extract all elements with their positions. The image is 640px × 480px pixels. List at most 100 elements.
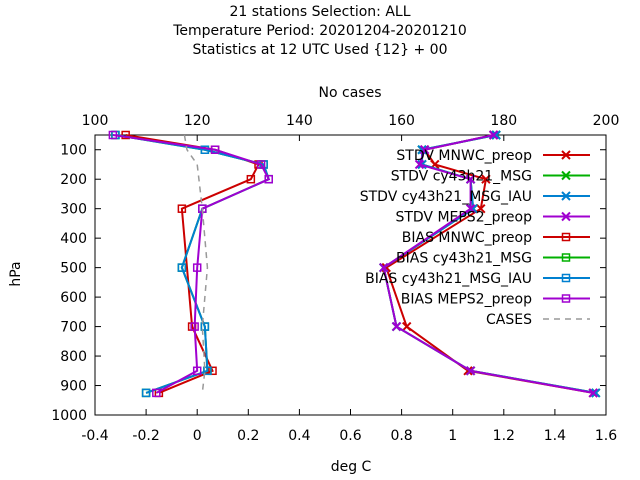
x-tick-label: 0 xyxy=(193,428,202,444)
data-point-cross xyxy=(588,388,598,398)
legend: STDV MNWC_preop STDV cy43h21_MSG STDV cy43… xyxy=(360,148,590,328)
series-bias-cy43h21-msg xyxy=(111,130,273,398)
data-point xyxy=(208,366,217,376)
data-point-cross xyxy=(465,203,476,214)
data-point xyxy=(246,174,256,184)
data-point xyxy=(465,174,476,184)
data-point xyxy=(465,203,476,214)
data-point xyxy=(488,130,499,140)
series-bias-mnwc-preop xyxy=(121,130,263,398)
data-point-cross xyxy=(402,321,412,332)
x-tick-label: 1.2 xyxy=(493,428,515,444)
data-point xyxy=(476,203,486,214)
x2-tick-label: 200 xyxy=(593,113,620,129)
title-line-3: Statistics at 12 UTC Used {12} + 00 xyxy=(192,42,447,58)
legend-label: STDV cy43h21_MSG_IAU xyxy=(360,189,532,205)
series-line xyxy=(125,134,260,394)
x2-axis-label: No cases xyxy=(319,85,382,101)
data-point xyxy=(210,145,220,154)
series-line xyxy=(115,134,270,394)
data-point xyxy=(465,366,476,376)
data-point-cross xyxy=(414,159,425,170)
y-tick-label: 200 xyxy=(60,172,87,188)
data-point-cross xyxy=(491,130,501,140)
x-tick-label: -0.2 xyxy=(132,428,159,444)
plot-area xyxy=(108,130,601,398)
data-point xyxy=(561,191,571,201)
data-point xyxy=(177,263,187,272)
data-point xyxy=(192,366,202,376)
x-tick-label: 1.6 xyxy=(595,428,617,444)
x-tick-label: 0.2 xyxy=(237,428,259,444)
data-point xyxy=(141,388,151,398)
data-point-cross xyxy=(561,150,571,160)
x-tick-label: 0.4 xyxy=(288,428,310,444)
y-tick-label: 900 xyxy=(60,379,87,395)
series-line xyxy=(183,134,209,393)
data-point-cross xyxy=(465,174,476,184)
data-point-cross xyxy=(561,191,571,201)
legend-label: STDV MEPS2_preop xyxy=(395,210,532,226)
legend-label: BIAS cy43h21_MSG_IAU xyxy=(365,271,532,287)
series-bias-cy43h21-msg-iau xyxy=(111,130,273,398)
x-tick-label: 1.4 xyxy=(544,428,566,444)
data-point-cross xyxy=(465,366,476,376)
title-line-1: 21 stations Selection: ALL xyxy=(229,4,410,20)
data-point-cross xyxy=(419,145,430,155)
y-tick-label: 100 xyxy=(60,143,87,159)
legend-label: BIAS MNWC_preop xyxy=(402,230,532,246)
data-point xyxy=(177,204,187,213)
y-axis-label: hPa xyxy=(8,261,24,286)
data-point-cross xyxy=(561,170,571,181)
data-point-cross xyxy=(476,203,486,214)
y-tick-label: 500 xyxy=(60,261,87,277)
data-point-cross xyxy=(379,262,389,273)
chart-titles: 21 stations Selection: ALL Temperature P… xyxy=(8,4,467,475)
x2-tick-label: 180 xyxy=(490,113,517,129)
data-point xyxy=(264,174,273,184)
data-point-cross xyxy=(488,130,499,140)
x-tick-label: -0.4 xyxy=(81,428,108,444)
x-tick-label: 0.8 xyxy=(390,428,412,444)
y-tick-label: 400 xyxy=(60,231,87,247)
data-point xyxy=(561,253,571,262)
data-point xyxy=(588,388,598,398)
legend-label: STDV MNWC_preop xyxy=(396,148,532,164)
data-point xyxy=(481,174,491,184)
x-tick-label: 0.6 xyxy=(339,428,361,444)
data-point xyxy=(379,262,389,273)
data-point xyxy=(192,263,202,272)
x2-tick-label: 100 xyxy=(82,113,109,129)
title-line-2: Temperature Period: 20201204-20201210 xyxy=(172,23,467,39)
x2-tick-label: 120 xyxy=(184,113,211,129)
data-point xyxy=(200,322,210,331)
series-line xyxy=(112,134,271,394)
data-point xyxy=(491,130,501,140)
y-tick-label: 300 xyxy=(60,202,87,218)
y-tick-label: 800 xyxy=(60,349,87,365)
x2-tick-label: 140 xyxy=(286,113,313,129)
series-line xyxy=(115,134,270,394)
x-axis-label: deg C xyxy=(331,459,372,475)
data-point xyxy=(419,145,430,155)
data-point xyxy=(402,321,412,332)
data-point xyxy=(391,321,402,332)
data-point-cross xyxy=(561,211,571,222)
data-point xyxy=(561,294,571,303)
legend-label: BIAS cy43h21_MSG xyxy=(396,251,532,267)
legend-label: STDV cy43h21_MSG xyxy=(391,169,532,185)
data-point xyxy=(561,170,571,181)
data-point xyxy=(561,150,571,160)
data-point xyxy=(591,388,601,398)
data-point xyxy=(561,232,571,242)
legend-label: BIAS MEPS2_preop xyxy=(401,292,532,308)
data-point xyxy=(108,130,118,140)
legend-label: CASES xyxy=(486,312,532,328)
axes: -0.4 -0.2 0 0.2 0.4 0.6 0.8 1 1.2 1.4 1.6 100 120 140… xyxy=(51,113,619,444)
data-point-cross xyxy=(391,321,402,332)
data-point xyxy=(121,130,130,140)
data-point xyxy=(414,159,425,170)
y-tick-label: 700 xyxy=(60,320,87,336)
data-point xyxy=(203,366,212,376)
